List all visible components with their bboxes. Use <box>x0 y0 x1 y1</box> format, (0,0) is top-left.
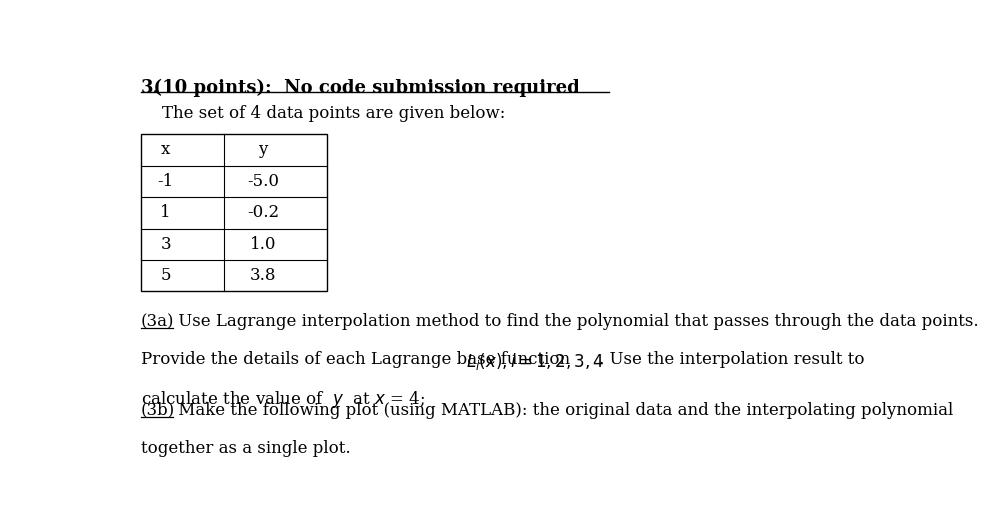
Text: 5: 5 <box>161 267 170 284</box>
Bar <box>141 134 327 291</box>
Text: Use Lagrange interpolation method to find the polynomial that passes through the: Use Lagrange interpolation method to fin… <box>173 313 979 330</box>
Text: 3.: 3. <box>141 79 160 97</box>
Text: y: y <box>259 142 268 158</box>
Text: . Use the interpolation result to: . Use the interpolation result to <box>599 351 864 368</box>
Text: 1.0: 1.0 <box>250 236 276 253</box>
Text: Make the following plot (using MATLAB): the original data and the interpolating : Make the following plot (using MATLAB): … <box>173 402 953 419</box>
Text: calculate the value of  $y$  at $x$ = 4;: calculate the value of $y$ at $x$ = 4; <box>141 389 425 410</box>
Text: (3a): (3a) <box>141 313 174 330</box>
Text: together as a single plot.: together as a single plot. <box>141 440 351 457</box>
Text: 1: 1 <box>161 204 171 221</box>
Text: x: x <box>161 142 170 158</box>
Text: -1: -1 <box>158 173 173 190</box>
Text: (3b): (3b) <box>141 402 175 419</box>
Text: 3.8: 3.8 <box>250 267 276 284</box>
Text: -5.0: -5.0 <box>247 173 279 190</box>
Text: Provide the details of each Lagrange base function: Provide the details of each Lagrange bas… <box>141 351 581 368</box>
Text: (10 points):  No code submission required: (10 points): No code submission required <box>141 79 580 97</box>
Text: $L_i(x), i = 1,2,3,4$: $L_i(x), i = 1,2,3,4$ <box>466 351 604 373</box>
Text: -0.2: -0.2 <box>247 204 279 221</box>
Text: 3: 3 <box>161 236 171 253</box>
Text: The set of 4 data points are given below:: The set of 4 data points are given below… <box>141 105 505 122</box>
